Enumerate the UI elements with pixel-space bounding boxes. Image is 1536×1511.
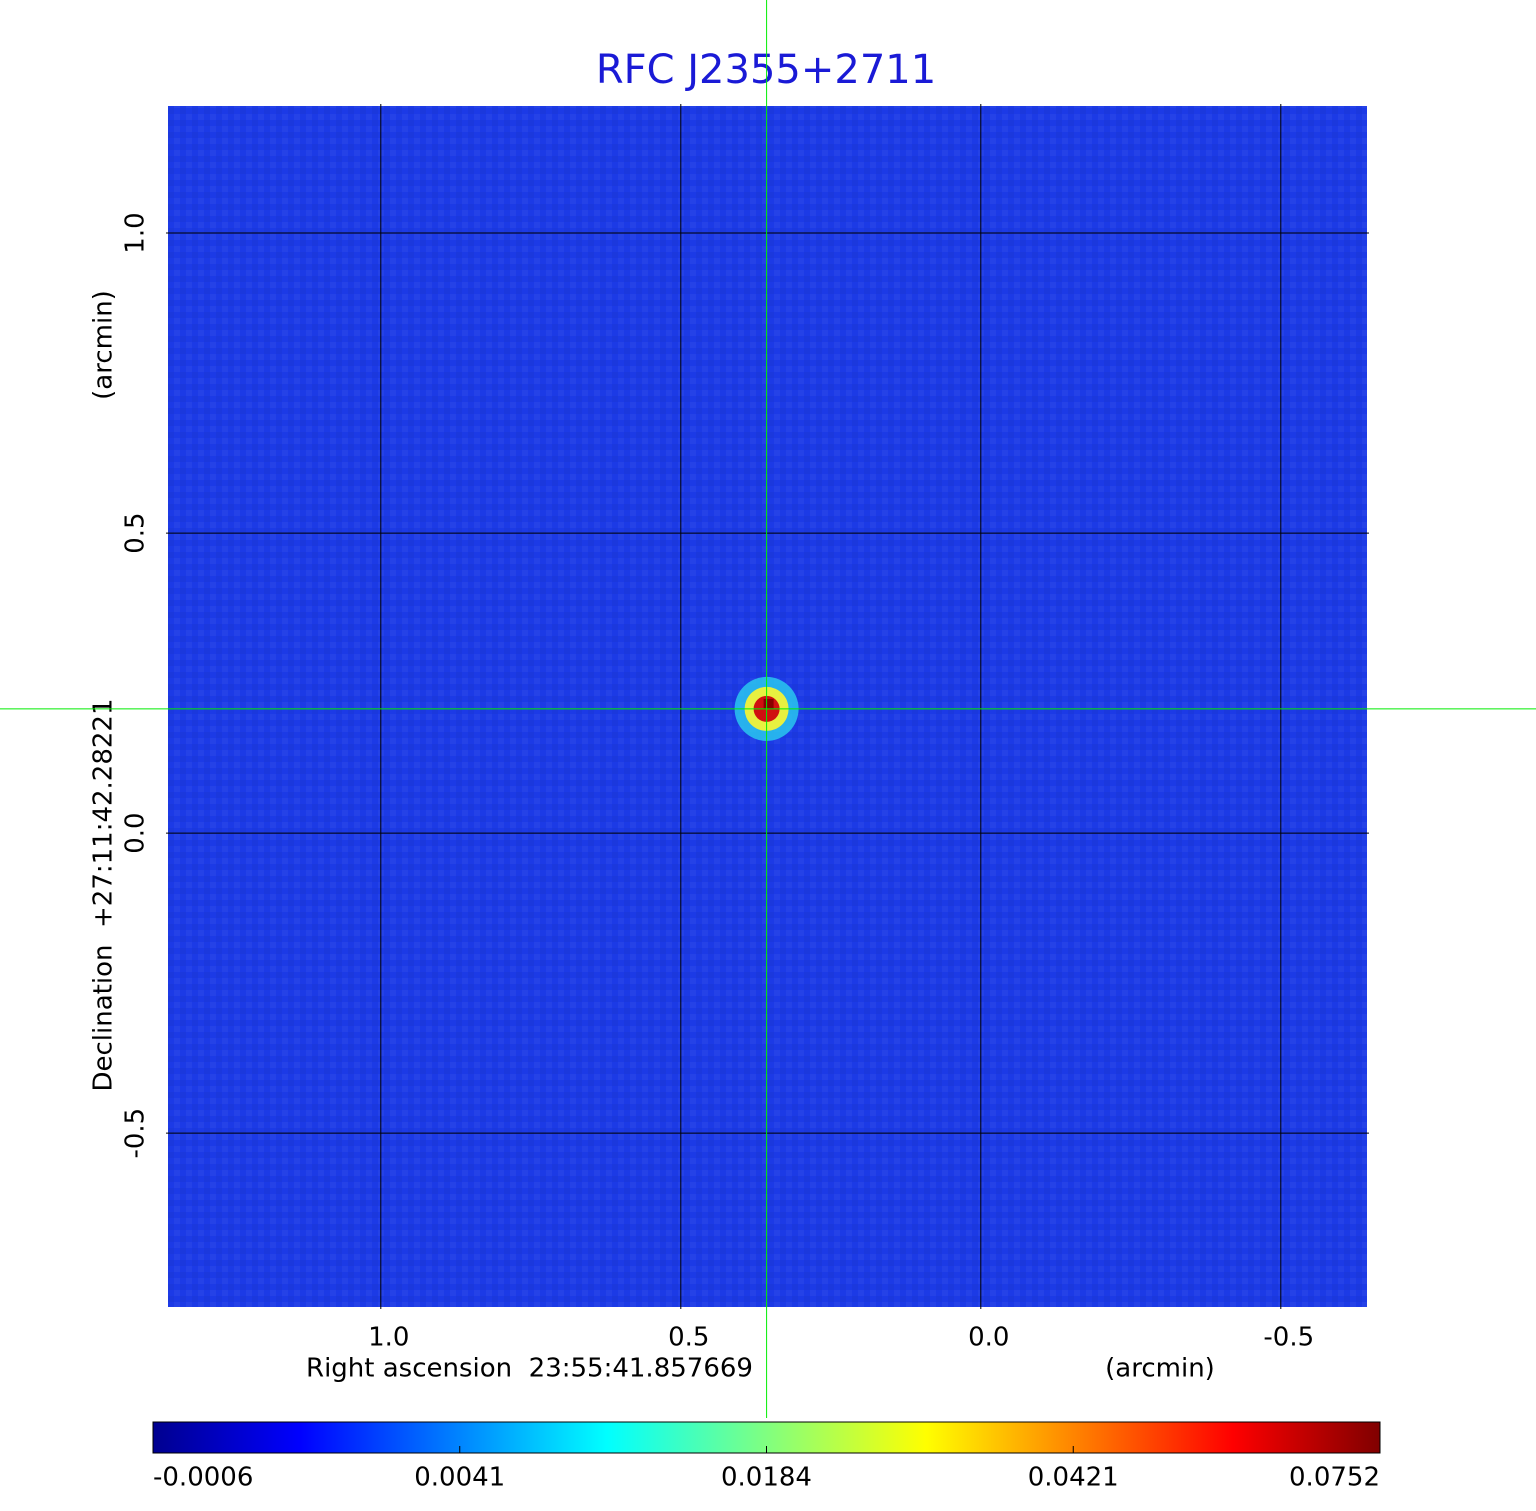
x-axis-unit: (arcmin) — [1105, 1354, 1215, 1384]
y-tick-label: 0.5 — [121, 512, 151, 553]
colorbar-tick-label: 0.0421 — [1028, 1463, 1119, 1493]
y-tick-label: 1.0 — [121, 212, 151, 253]
x-tick-label: 0.0 — [968, 1323, 1009, 1353]
x-tick-label: -0.5 — [1263, 1323, 1314, 1353]
colorbar-tick-label: -0.0006 — [153, 1463, 253, 1493]
chart-title: RFC J2355+2711 — [596, 47, 936, 93]
x-tick-label: 1.0 — [368, 1323, 409, 1353]
source-peak — [763, 698, 774, 709]
colorbar-tick-label: 0.0184 — [721, 1463, 812, 1493]
y-tick-label: 0.0 — [121, 812, 151, 853]
y-tick-label: -0.5 — [121, 1108, 151, 1159]
y-axis-label: Declination +27:11:42.28221 — [89, 698, 119, 1091]
colorbar-tick-label: 0.0752 — [1289, 1463, 1380, 1493]
colorbar-tick-label: 0.0041 — [414, 1463, 505, 1493]
x-tick-label: 0.5 — [668, 1323, 709, 1353]
x-axis-label: Right ascension 23:55:41.857669 — [306, 1354, 753, 1384]
y-axis-unit: (arcmin) — [89, 290, 119, 400]
